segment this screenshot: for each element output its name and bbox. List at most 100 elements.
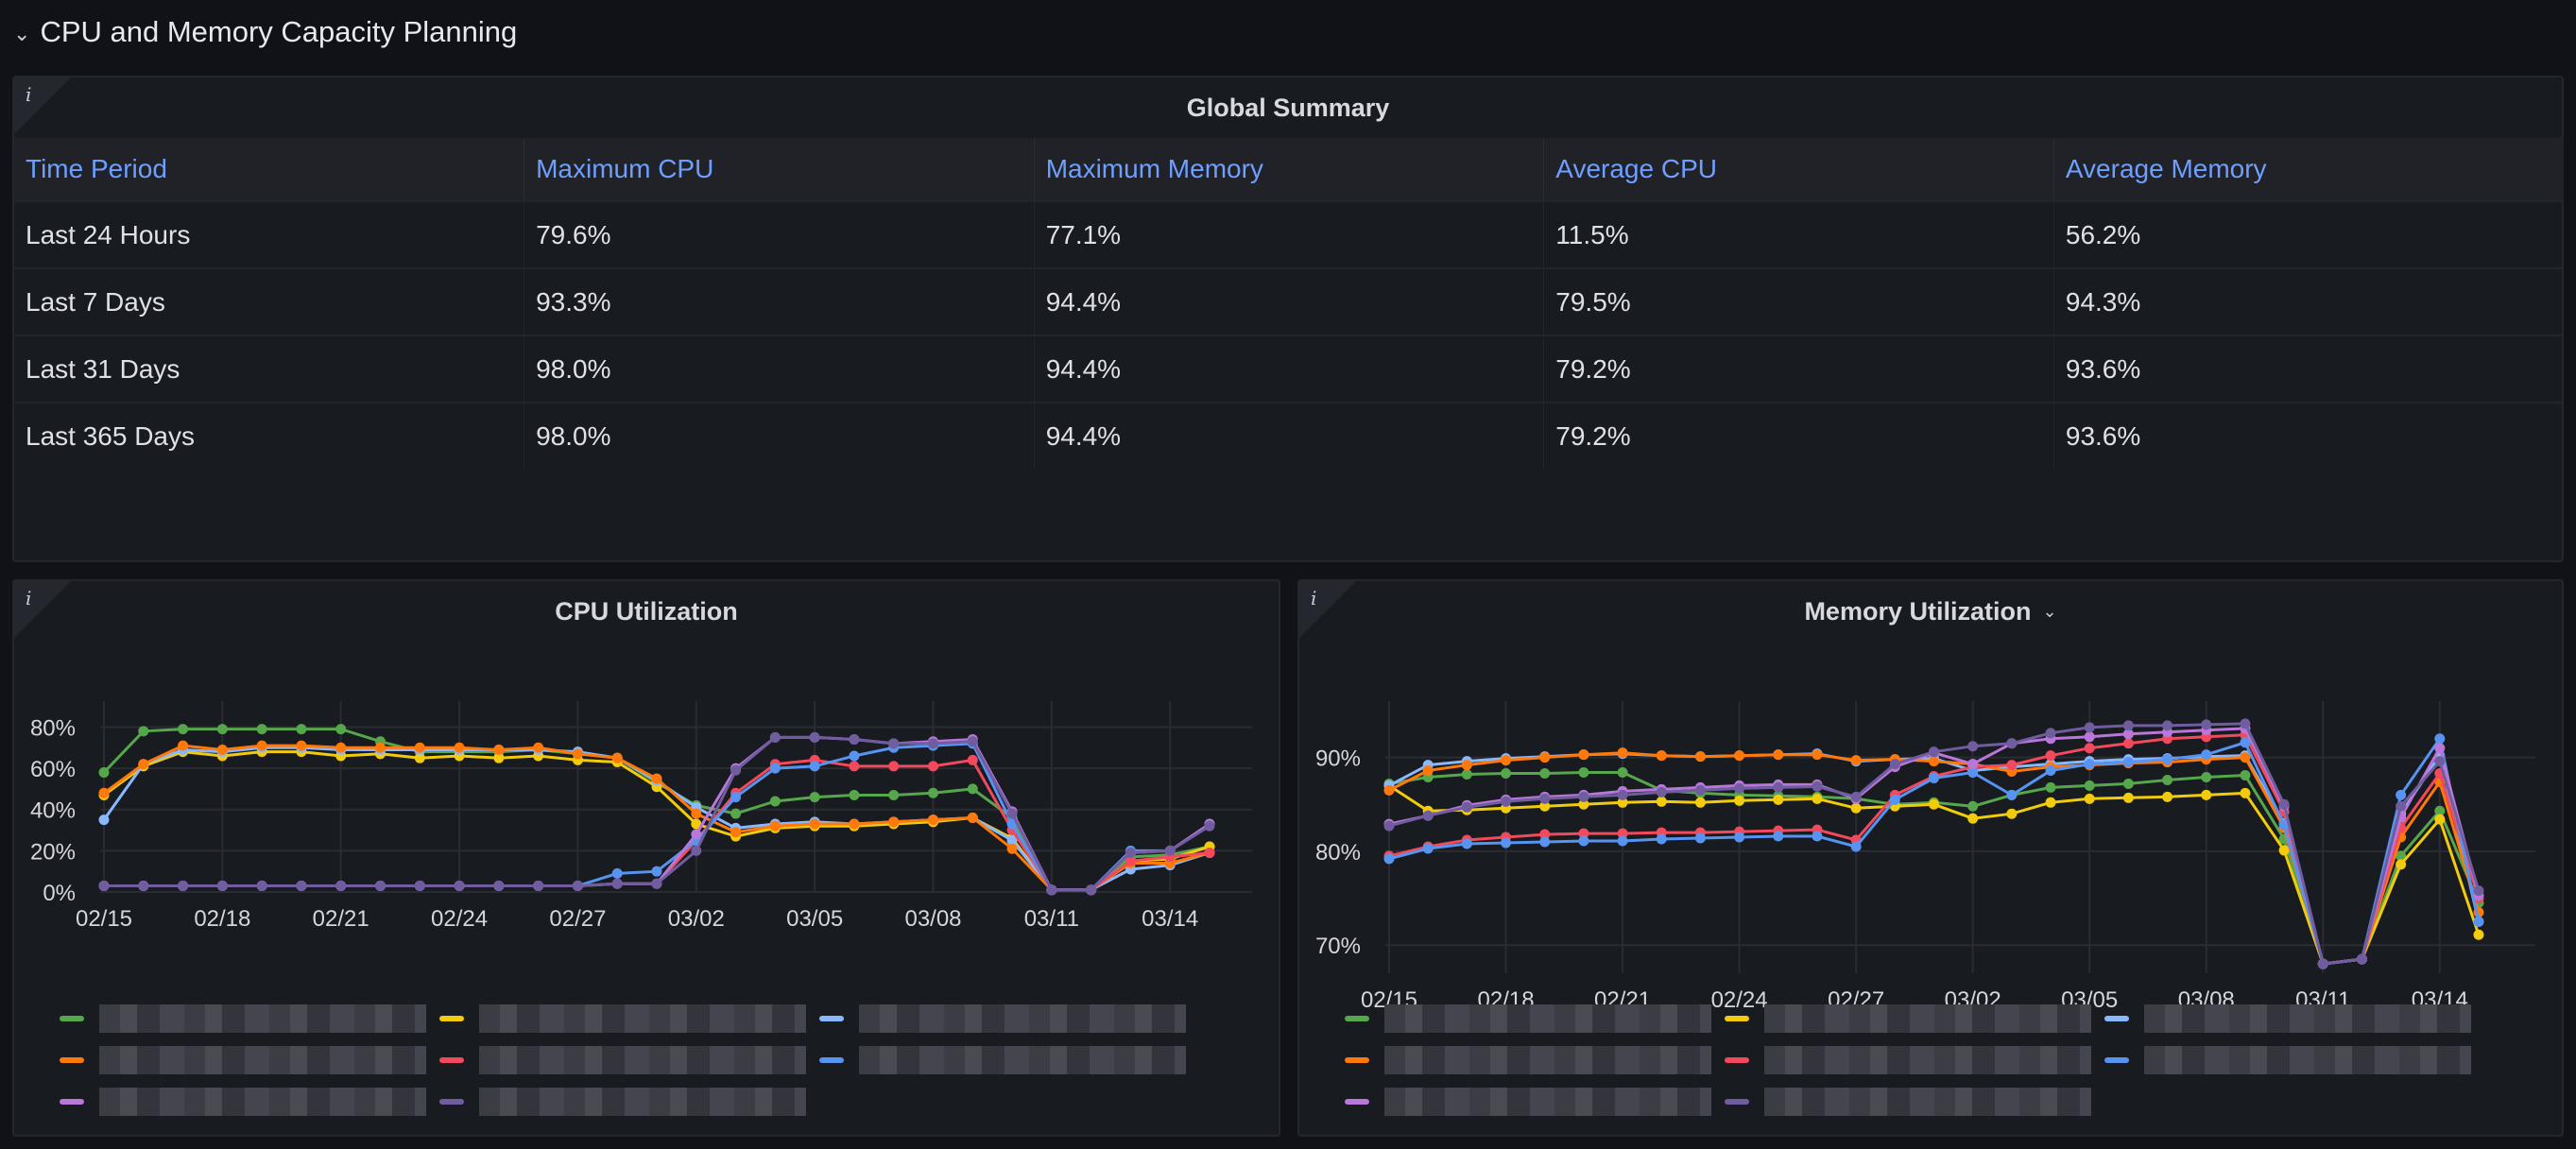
- data-point[interactable]: [1812, 780, 1823, 792]
- data-point[interactable]: [1929, 798, 1939, 810]
- data-point[interactable]: [1383, 820, 1395, 832]
- data-point[interactable]: [691, 818, 702, 830]
- column-header[interactable]: Average CPU: [1543, 138, 2054, 201]
- panel-info-corner[interactable]: [14, 77, 71, 134]
- data-point[interactable]: [1578, 798, 1589, 810]
- legend-item[interactable]: [2104, 1002, 2471, 1036]
- data-point[interactable]: [1734, 832, 1745, 843]
- data-point[interactable]: [691, 808, 702, 819]
- data-point[interactable]: [1734, 782, 1745, 794]
- data-point[interactable]: [809, 761, 820, 772]
- data-point[interactable]: [138, 759, 149, 770]
- data-point[interactable]: [1617, 828, 1628, 839]
- data-point[interactable]: [1204, 820, 1215, 832]
- data-point[interactable]: [1086, 884, 1097, 896]
- data-point[interactable]: [1773, 794, 1784, 805]
- data-point[interactable]: [1422, 810, 1434, 821]
- data-point[interactable]: [2201, 789, 2212, 800]
- data-point[interactable]: [2006, 760, 2018, 771]
- data-point[interactable]: [2434, 756, 2446, 767]
- data-point[interactable]: [1694, 784, 1706, 796]
- data-point[interactable]: [335, 880, 347, 891]
- data-point[interactable]: [1578, 835, 1589, 847]
- data-point[interactable]: [1006, 843, 1018, 854]
- data-point[interactable]: [1204, 848, 1215, 859]
- data-point[interactable]: [2278, 798, 2290, 810]
- data-point[interactable]: [2084, 793, 2095, 804]
- data-point[interactable]: [375, 880, 386, 891]
- info-icon[interactable]: i: [26, 587, 32, 609]
- legend-item[interactable]: [60, 1002, 426, 1036]
- data-point[interactable]: [1539, 829, 1551, 840]
- data-point[interactable]: [2045, 765, 2056, 777]
- data-point[interactable]: [256, 740, 267, 751]
- data-point[interactable]: [2434, 814, 2446, 825]
- data-point[interactable]: [2434, 743, 2446, 754]
- data-point[interactable]: [1125, 855, 1136, 866]
- data-point[interactable]: [216, 880, 228, 891]
- data-point[interactable]: [2473, 916, 2484, 927]
- data-point[interactable]: [1461, 760, 1472, 771]
- data-point[interactable]: [611, 867, 623, 879]
- data-point[interactable]: [256, 880, 267, 891]
- data-point[interactable]: [849, 789, 860, 800]
- legend-item[interactable]: [2104, 1043, 2471, 1077]
- data-point[interactable]: [2122, 738, 2134, 749]
- data-point[interactable]: [2473, 929, 2484, 940]
- data-point[interactable]: [1889, 794, 1900, 805]
- data-point[interactable]: [2434, 805, 2446, 816]
- data-point[interactable]: [1461, 769, 1472, 780]
- legend-item[interactable]: [1725, 1002, 2091, 1036]
- legend-item[interactable]: [439, 1043, 806, 1077]
- data-point[interactable]: [1422, 843, 1434, 854]
- data-point[interactable]: [493, 744, 505, 755]
- data-point[interactable]: [849, 761, 860, 772]
- data-point[interactable]: [533, 742, 544, 753]
- series-8[interactable]: [98, 731, 1215, 896]
- data-point[interactable]: [98, 815, 110, 826]
- data-point[interactable]: [2240, 737, 2251, 748]
- data-point[interactable]: [691, 829, 702, 840]
- data-point[interactable]: [138, 880, 149, 891]
- data-point[interactable]: [888, 761, 900, 772]
- data-point[interactable]: [296, 880, 307, 891]
- data-point[interactable]: [1967, 759, 1979, 770]
- data-point[interactable]: [1501, 755, 1512, 766]
- data-point[interactable]: [2122, 729, 2134, 740]
- data-point[interactable]: [611, 752, 623, 763]
- row-header[interactable]: ⌄ CPU and Memory Capacity Planning: [13, 11, 517, 53]
- data-point[interactable]: [967, 812, 978, 823]
- data-point[interactable]: [178, 880, 189, 891]
- data-point[interactable]: [888, 789, 900, 800]
- data-point[interactable]: [1501, 837, 1512, 849]
- series-6[interactable]: [98, 738, 1215, 896]
- data-point[interactable]: [533, 880, 544, 891]
- data-point[interactable]: [1656, 833, 1667, 845]
- legend-item[interactable]: [1345, 1043, 1711, 1077]
- data-point[interactable]: [2084, 780, 2095, 791]
- legend-item[interactable]: [819, 1043, 1186, 1077]
- data-point[interactable]: [178, 740, 189, 751]
- data-point[interactable]: [1812, 793, 1823, 804]
- data-point[interactable]: [2162, 791, 2173, 802]
- data-point[interactable]: [1422, 765, 1434, 777]
- data-point[interactable]: [493, 880, 505, 891]
- data-point[interactable]: [98, 787, 110, 798]
- data-point[interactable]: [2084, 731, 2095, 743]
- data-point[interactable]: [216, 724, 228, 735]
- data-point[interactable]: [2122, 757, 2134, 768]
- data-point[interactable]: [1383, 784, 1395, 796]
- data-point[interactable]: [928, 787, 938, 798]
- series-6[interactable]: [1383, 733, 2484, 969]
- data-point[interactable]: [572, 880, 583, 891]
- column-header[interactable]: Average Memory: [2053, 138, 2564, 201]
- data-point[interactable]: [1850, 802, 1862, 814]
- data-point[interactable]: [1656, 796, 1667, 807]
- column-header[interactable]: Maximum CPU: [524, 138, 1035, 201]
- data-point[interactable]: [138, 726, 149, 737]
- data-point[interactable]: [769, 820, 781, 832]
- data-point[interactable]: [1656, 750, 1667, 762]
- data-point[interactable]: [730, 808, 742, 819]
- data-point[interactable]: [1617, 747, 1628, 759]
- data-point[interactable]: [2084, 743, 2095, 754]
